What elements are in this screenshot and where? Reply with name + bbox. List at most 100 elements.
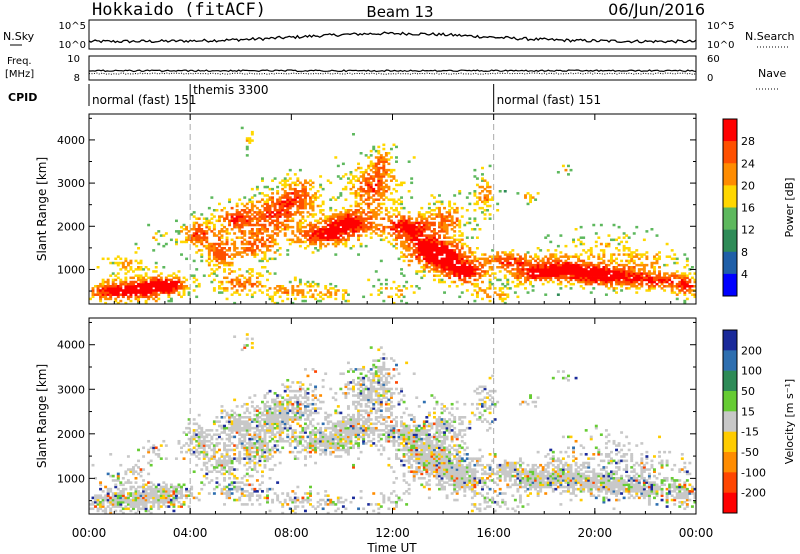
power-cell [346, 232, 350, 235]
power-cell [288, 202, 292, 206]
power-cell [397, 219, 401, 223]
velocity-cell [240, 420, 244, 423]
power-cell [663, 276, 667, 280]
velocity-cell [187, 494, 191, 497]
power-cell [349, 187, 353, 191]
power-cell [192, 242, 196, 246]
power-cell [417, 225, 421, 229]
power-cell [443, 219, 447, 223]
power-cell [253, 232, 257, 235]
velocity-cell [228, 492, 232, 495]
power-cell [121, 295, 125, 299]
power-cell [185, 225, 189, 229]
power-cell [693, 285, 697, 288]
power-cell [683, 299, 687, 303]
power-cell [253, 255, 257, 258]
power-cell [455, 266, 459, 269]
power-cell [622, 276, 626, 280]
power-cell [564, 268, 568, 271]
power-cell [319, 228, 323, 231]
power-cell [448, 266, 452, 269]
velocity-cell [258, 483, 262, 487]
power-cell [455, 270, 459, 273]
velocity-cell [243, 424, 247, 428]
power-cell [417, 244, 421, 248]
power-cell [382, 194, 386, 197]
velocity-cell [217, 435, 221, 439]
velocity-cell [116, 492, 120, 495]
velocity-cell [266, 487, 269, 491]
power-cell [187, 293, 191, 296]
power-cell [225, 287, 229, 290]
velocity-cell [205, 429, 209, 432]
power-cell [379, 175, 383, 178]
power-cell [513, 274, 517, 277]
velocity-cell [253, 466, 257, 469]
power-cell [445, 244, 449, 248]
power-cell [389, 295, 393, 299]
power-cell [392, 175, 396, 178]
power-cell [278, 295, 282, 299]
power-cell [357, 228, 361, 231]
power-cell [501, 282, 505, 286]
power-cell [321, 242, 325, 246]
power-cell [377, 194, 381, 197]
power-cell [132, 291, 135, 294]
velocity-cell [185, 496, 189, 500]
velocity-cell [243, 402, 247, 406]
velocity-cell [139, 496, 143, 500]
power-cell [397, 202, 401, 206]
power-cell [233, 217, 237, 220]
power-cell [367, 166, 371, 170]
power-cell [177, 285, 181, 288]
power-cell [556, 293, 560, 296]
power-cell [392, 280, 396, 284]
velocity-cell [240, 446, 244, 450]
power-cell [460, 261, 464, 265]
power-cell [357, 215, 361, 218]
power-cell [529, 261, 533, 265]
power-cell [268, 295, 272, 299]
power-cell [228, 232, 232, 235]
power-cell [233, 219, 237, 223]
power-cell [336, 164, 340, 168]
power-cell [303, 198, 307, 201]
power-cell [245, 215, 249, 218]
power-cell [296, 196, 300, 199]
power-cell [223, 268, 226, 271]
velocity-cell [202, 453, 206, 456]
power-cell [617, 278, 621, 282]
power-cell [255, 276, 259, 280]
power-cell [589, 280, 593, 284]
power-cell [400, 255, 404, 258]
power-cell [311, 194, 315, 197]
power-cell [192, 238, 196, 242]
power-cell [443, 268, 447, 271]
power-cell [326, 179, 330, 182]
velocity-cell [240, 481, 244, 484]
power-cell [248, 200, 252, 204]
power-cell [124, 257, 128, 261]
power-cell [685, 257, 689, 261]
velocity-cell [253, 444, 257, 447]
power-cell [473, 299, 477, 303]
power-cell [228, 247, 232, 250]
power-cell [392, 301, 396, 305]
power-cell [334, 289, 338, 292]
power-cell [147, 297, 151, 301]
power-cell [334, 232, 338, 235]
power-cell [567, 257, 570, 261]
power-cell [675, 293, 679, 296]
power-cell [192, 236, 196, 239]
velocity-cell [228, 418, 232, 421]
velocity-cell [210, 437, 214, 441]
velocity-cell [94, 476, 97, 480]
power-cell [410, 259, 414, 263]
power-cell [309, 234, 312, 237]
velocity-cell [212, 420, 216, 423]
power-cell [344, 230, 348, 233]
power-cell [685, 274, 689, 277]
velocity-cell [215, 476, 219, 480]
power-cell [663, 289, 667, 292]
power-cell [124, 266, 128, 269]
